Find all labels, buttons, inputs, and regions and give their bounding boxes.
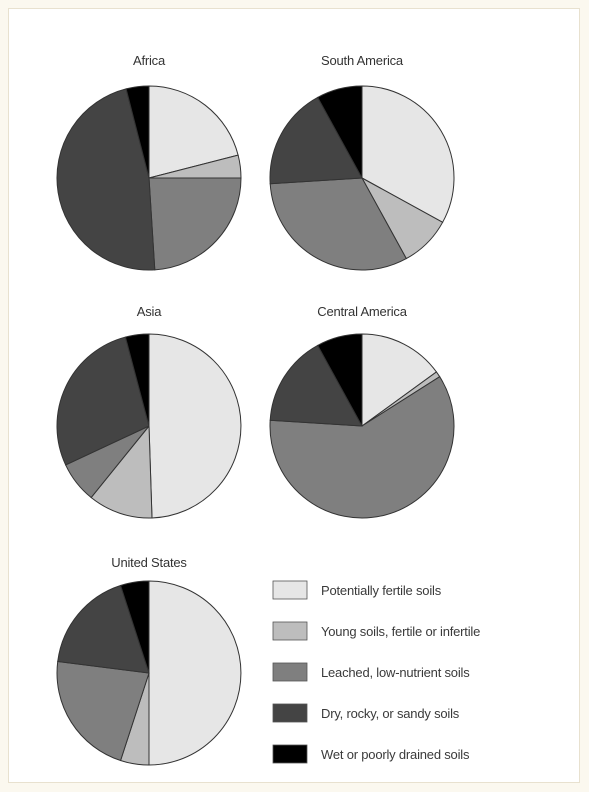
slice-dry-rocky-or-sandy-soils — [56, 336, 150, 466]
slice-dry-rocky-or-sandy-soils — [269, 96, 363, 185]
legend-swatch — [272, 703, 308, 723]
slice-potentially-fertile-soils — [361, 85, 455, 223]
pie-united-states: United States — [56, 555, 242, 766]
legend-item-leached-low-nutrient-soils: Leached, low-nutrient soils — [272, 662, 470, 682]
slice-dry-rocky-or-sandy-soils — [56, 88, 156, 271]
slice-wet-or-poorly-drained-soils — [125, 85, 150, 179]
slice-potentially-fertile-soils — [148, 580, 242, 766]
slice-leached-low-nutrient-soils — [148, 177, 242, 271]
slice-wet-or-poorly-drained-soils — [119, 580, 150, 674]
figure-frame: Africa South America Asia Central America Un… — [8, 8, 580, 783]
soil-pie-charts: Africa South America Asia Central America Un… — [56, 53, 480, 766]
slice-wet-or-poorly-drained-soils — [317, 85, 363, 179]
slice-leached-low-nutrient-soils — [56, 660, 150, 762]
legend-item-dry-rocky-or-sandy-soils: Dry, rocky, or sandy soils — [272, 703, 460, 723]
legend-label: Potentially fertile soils — [321, 583, 442, 598]
legend-label: Leached, low-nutrient soils — [321, 665, 470, 680]
pie-title: Central America — [317, 304, 407, 319]
slice-potentially-fertile-soils — [361, 333, 438, 427]
slice-leached-low-nutrient-soils — [269, 177, 407, 271]
legend-swatch — [272, 744, 308, 764]
slice-wet-or-poorly-drained-soils — [317, 333, 363, 427]
slice-young-soils-fertile-or-infertile — [90, 424, 153, 519]
slice-dry-rocky-or-sandy-soils — [57, 584, 150, 674]
pie-title: South America — [321, 53, 404, 68]
slice-potentially-fertile-soils — [148, 333, 242, 519]
legend-swatch — [272, 580, 308, 600]
pie-asia: Asia — [56, 304, 242, 519]
legend-label: Dry, rocky, or sandy soils — [321, 706, 460, 721]
slice-wet-or-poorly-drained-soils — [124, 333, 150, 427]
legend-label: Young soils, fertile or infertile — [321, 624, 480, 639]
legend: Potentially fertile soils Young soils, fe… — [272, 580, 480, 764]
legend-label: Wet or poorly drained soils — [321, 747, 470, 762]
slice-potentially-fertile-soils — [148, 85, 239, 179]
legend-item-potentially-fertile-soils: Potentially fertile soils — [272, 580, 442, 600]
legend-item-young-soils-fertile-or-infertile: Young soils, fertile or infertile — [272, 621, 480, 641]
legend-swatch — [272, 621, 308, 641]
legend-item-wet-or-poorly-drained-soils: Wet or poorly drained soils — [272, 744, 470, 764]
pie-africa: Africa — [56, 53, 242, 271]
pie-title: Asia — [137, 304, 162, 319]
pie-title: Africa — [133, 53, 166, 68]
pie-central-america: Central America — [269, 304, 455, 519]
slice-leached-low-nutrient-soils — [269, 376, 455, 519]
pie-title: United States — [111, 555, 187, 570]
slice-dry-rocky-or-sandy-soils — [269, 344, 363, 427]
pie-south-america: South America — [269, 53, 455, 271]
legend-swatch — [272, 662, 308, 682]
